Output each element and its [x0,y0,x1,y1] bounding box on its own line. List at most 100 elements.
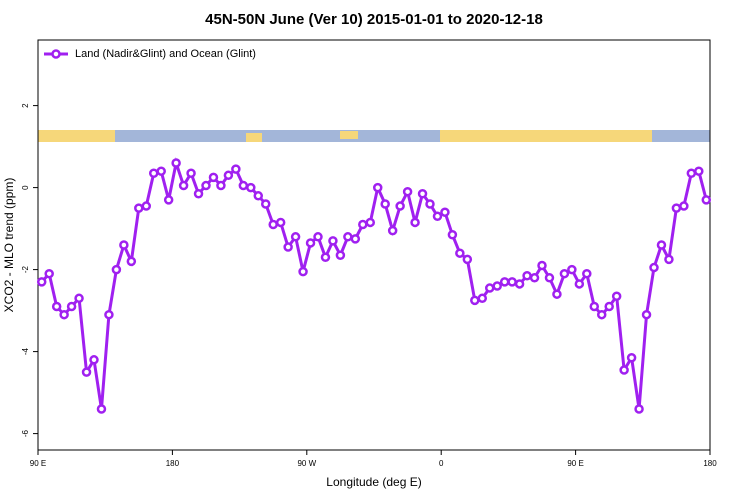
data-point [148,168,159,178]
data-point [126,256,137,267]
legend-marker [51,49,61,59]
land [440,130,652,142]
data-point [522,271,532,281]
data-point [529,273,540,283]
data-point [313,232,323,242]
land [246,133,262,142]
land [38,130,115,142]
data-point [626,353,637,363]
map-strip [38,130,710,142]
data-point [171,158,181,168]
data-point [701,195,712,205]
data-point [238,180,249,191]
data-point [320,252,331,263]
data-point [499,277,510,287]
data-point [641,309,652,320]
y-tick-label: 2 [21,103,30,108]
data-point [417,189,428,199]
data-point [231,164,241,174]
data-point [395,201,405,211]
y-tick-label: -2 [21,265,30,273]
data-point [514,279,525,289]
y-tick-label: -6 [21,429,30,437]
data-point [567,264,577,275]
data-point [544,273,555,283]
data-point [440,207,450,217]
data-point [104,309,114,320]
data-point [290,232,301,242]
plot-frame [37,39,711,451]
series-line [40,157,708,410]
data-point [141,201,152,211]
data-point [36,277,47,287]
data-point [671,203,682,213]
data-point [96,404,107,414]
y-tick-label: 0 [21,185,30,190]
data-point [619,365,629,375]
data-point [111,264,122,275]
data-point [656,240,667,250]
data-point [134,203,144,213]
data-point [611,291,622,301]
data-point [447,230,458,240]
data-point [44,268,54,279]
data-point [66,301,77,312]
data-point [260,199,271,209]
data-point [679,201,689,211]
x-tick-label: 90 E [30,459,46,468]
data-point [268,219,278,230]
data-point [216,180,226,191]
data-point [350,234,361,244]
data-point [328,236,338,246]
data-point [574,279,585,289]
data-point [89,355,99,365]
data-point [649,262,659,273]
data-point [604,301,614,312]
data-point [335,250,346,260]
data-point [387,225,398,236]
x-tick-label: 0 [439,459,444,468]
data-point [582,268,592,279]
data-point [208,172,219,183]
data-point [402,186,413,197]
data-point [686,168,697,178]
data-point [552,289,562,299]
data-point [694,166,704,176]
data-point [156,166,166,176]
data-point [492,281,502,291]
data-point [596,309,607,320]
y-tick-label: -4 [21,347,30,355]
y-axis-label: XCO2 - MLO trend (ppm) [2,178,16,313]
data-point [51,301,62,312]
x-tick-label: 90 W [297,459,316,468]
data-point [507,277,517,287]
data-point [455,248,465,258]
data-point [634,404,644,414]
data-point [81,367,92,377]
data-point [664,254,674,265]
data-point [484,283,495,293]
data-point [470,295,480,306]
land [340,131,358,139]
data-point [223,170,234,181]
data-point [201,180,211,191]
data-point [380,199,390,209]
data-point [477,293,488,304]
x-tick-label: 180 [703,459,717,468]
data-point [425,199,435,209]
data-point [537,260,547,271]
data-point [343,232,353,242]
data-point [559,268,570,279]
data-point [59,309,69,320]
data-point [372,182,383,193]
data-point [462,254,473,265]
data-point [410,217,420,228]
data-point [365,217,376,228]
data-point [275,217,286,228]
chart-title: 45N-50N June (Ver 10) 2015-01-01 to 2020… [205,11,543,28]
x-axis-label: Longitude (deg E) [326,475,421,489]
data-point [253,191,264,201]
data-point [178,180,189,191]
data-point [283,242,293,252]
